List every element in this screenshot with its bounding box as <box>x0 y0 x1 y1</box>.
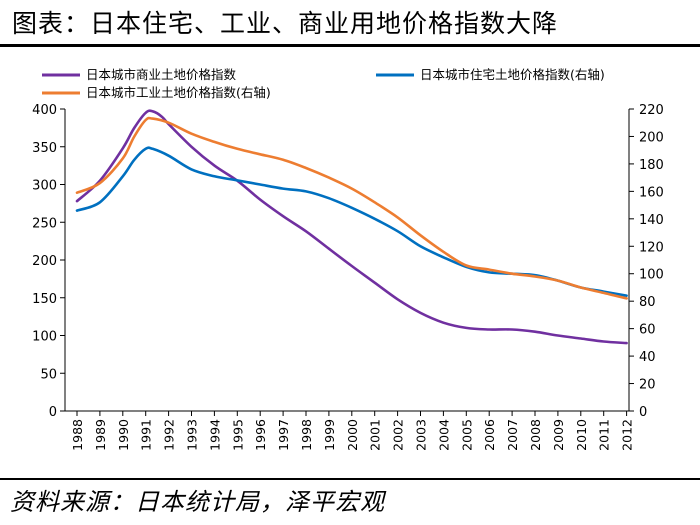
right-axis-tick-label: 60 <box>639 323 656 338</box>
x-axis-tick-label: 1996 <box>253 419 268 451</box>
x-axis-tick-label: 2000 <box>345 419 360 451</box>
series-line-residential <box>75 146 628 297</box>
source-divider <box>0 478 700 480</box>
left-axis-tick-label: 200 <box>32 254 57 269</box>
x-axis-tick-label: 1993 <box>185 419 200 451</box>
x-axis-tick-label: 2003 <box>414 419 429 451</box>
x-axis-tick-label: 2009 <box>551 419 566 451</box>
x-axis-tick-label: 1998 <box>299 419 314 451</box>
legend-label-industrial: 日本城市工业土地价格指数(右轴) <box>86 85 271 100</box>
x-axis-tick-label: 2004 <box>436 419 451 451</box>
x-axis-tick-label: 1988 <box>70 419 85 451</box>
legend-label-residential: 日本城市住宅土地价格指数(右轴) <box>420 67 605 82</box>
x-axis-tick-label: 1994 <box>207 419 222 451</box>
left-axis-tick-label: 250 <box>32 216 57 231</box>
x-axis-tick-label: 2005 <box>459 419 474 451</box>
legend-label-commercial: 日本城市商业土地价格指数 <box>86 67 237 82</box>
x-axis-tick-label: 1995 <box>230 419 245 451</box>
axes: 0 50 100 150 200 250 300 350 400 0 20 40 60 80 100 120 1… <box>32 103 664 451</box>
right-axis-tick-label: 180 <box>639 158 664 173</box>
right-axis-tick-label: 40 <box>639 350 656 365</box>
left-axis-tick-label: 300 <box>32 179 57 194</box>
source-note: 资料来源：日本统计局，泽平宏观 <box>10 488 385 516</box>
left-axis-tick-label: 400 <box>32 103 57 118</box>
left-axis-tick-label: 350 <box>32 141 57 156</box>
x-axis-tick-label: 2006 <box>482 419 497 451</box>
legend: 日本城市商业土地价格指数 日本城市住宅土地价格指数(右轴) 日本城市工业土地价格… <box>42 67 605 100</box>
x-axis-tick-label: 2010 <box>574 419 589 451</box>
right-axis-tick-label: 20 <box>639 378 656 393</box>
x-axis-tick-label: 2001 <box>368 419 383 451</box>
right-axis-tick-label: 200 <box>639 130 664 145</box>
right-axis-tick-label: 100 <box>639 268 664 283</box>
x-axis-tick-label: 1997 <box>276 419 291 451</box>
x-axis-tick-label: 1990 <box>116 419 131 451</box>
x-axis-tick-label: 2002 <box>391 419 406 451</box>
right-axis-tick-label: 220 <box>639 103 664 118</box>
right-axis-tick-label: 0 <box>639 405 647 420</box>
x-axis-tick-label: 2008 <box>528 419 543 451</box>
x-axis-tick-label: 1991 <box>139 419 154 451</box>
series-layer <box>75 109 628 345</box>
right-axis-tick-label: 160 <box>639 185 664 200</box>
series-line-industrial <box>75 116 628 300</box>
right-axis-tick-label: 80 <box>639 295 656 310</box>
x-axis-tick-label: 2007 <box>505 419 520 451</box>
right-axis-tick-label: 120 <box>639 240 664 255</box>
left-axis-tick-label: 100 <box>32 330 57 345</box>
x-axis-tick-label: 1992 <box>162 419 177 451</box>
left-axis-tick-label: 50 <box>40 367 57 382</box>
x-axis-tick-label: 1989 <box>93 419 108 451</box>
left-axis-tick-label: 150 <box>32 292 57 307</box>
right-axis-tick-label: 140 <box>639 213 664 228</box>
x-axis-tick-label: 2012 <box>620 419 635 451</box>
x-axis-tick-label: 1999 <box>322 419 337 451</box>
series-line-commercial <box>75 109 628 345</box>
chart-canvas: 日本城市商业土地价格指数 日本城市住宅土地价格指数(右轴) 日本城市工业土地价格… <box>32 67 664 451</box>
x-axis-tick-label: 2011 <box>597 419 612 451</box>
chart-title: 图表：日本住宅、工业、商业用地价格指数大降 <box>12 9 559 38</box>
left-axis-tick-label: 0 <box>49 405 57 420</box>
title-divider <box>0 44 700 47</box>
